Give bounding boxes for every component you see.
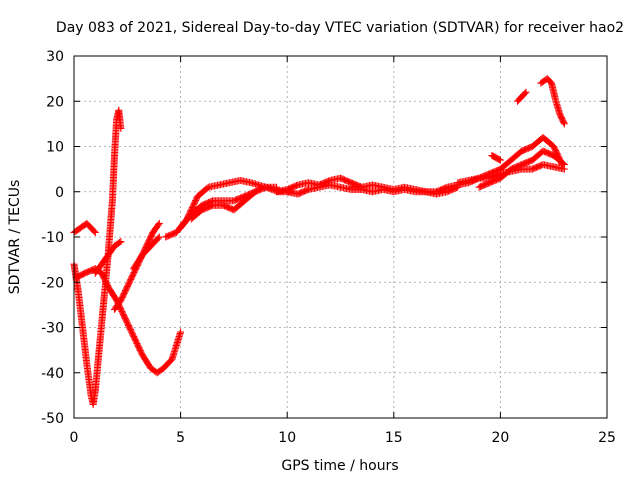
data-point (154, 221, 162, 229)
series-arc-13 (368, 183, 462, 198)
x-tick-label: 0 (70, 430, 79, 446)
data-point (559, 160, 567, 168)
y-tick-label: -10 (41, 230, 64, 246)
data-point (496, 156, 504, 164)
series-arc-10 (273, 174, 366, 196)
y-tick-label: -40 (41, 366, 64, 382)
series-arc-6 (130, 233, 163, 273)
data-point (177, 328, 185, 336)
y-tick-label: 20 (46, 94, 64, 110)
y-tick-label: -20 (41, 275, 64, 291)
grid-lines (74, 56, 607, 418)
y-tick-label: 0 (55, 185, 64, 201)
data-point (117, 124, 125, 132)
data-point (155, 233, 163, 241)
y-tick-label: -30 (41, 321, 64, 337)
chart-title: Day 083 of 2021, Sidereal Day-to-day VTE… (56, 20, 624, 36)
series-arc-1 (70, 219, 99, 236)
series-arc-2 (70, 106, 125, 408)
data-point (154, 234, 162, 242)
data-point (495, 156, 503, 164)
series-arc-17 (488, 152, 504, 164)
data-point (522, 88, 530, 96)
x-tick-label: 15 (385, 430, 403, 446)
x-tick-label: 25 (598, 430, 616, 446)
y-axis-label: SDTVAR / TECUs (7, 180, 23, 295)
y-tick-label: -50 (41, 411, 64, 427)
data-point (90, 227, 98, 235)
axis-ticks: 0 5 10 15 20 25 -50 -40 -30 -20 -10 0 10 20 30 (41, 49, 616, 446)
data-point (155, 219, 163, 227)
series-arc-19 (537, 75, 568, 128)
data-point (560, 120, 568, 128)
data-point (91, 228, 99, 236)
series-arc-12 (347, 181, 440, 196)
y-tick-label: 30 (46, 49, 64, 65)
data-point (521, 89, 529, 97)
series-arc-9 (187, 183, 281, 223)
series-arc-18 (513, 88, 530, 105)
series-arc-4 (91, 238, 125, 277)
data-point (560, 119, 568, 127)
series-arc-16 (475, 147, 568, 191)
x-axis-label: GPS time / hours (281, 458, 398, 474)
x-tick-label: 5 (176, 430, 185, 446)
x-tick-label: 20 (491, 430, 509, 446)
series-arc-15 (454, 133, 566, 187)
data-point (117, 238, 125, 246)
y-tick-label: 10 (46, 140, 64, 156)
data-point (560, 161, 568, 169)
data-series (70, 75, 568, 408)
x-tick-label: 10 (278, 430, 296, 446)
data-point (116, 238, 124, 246)
